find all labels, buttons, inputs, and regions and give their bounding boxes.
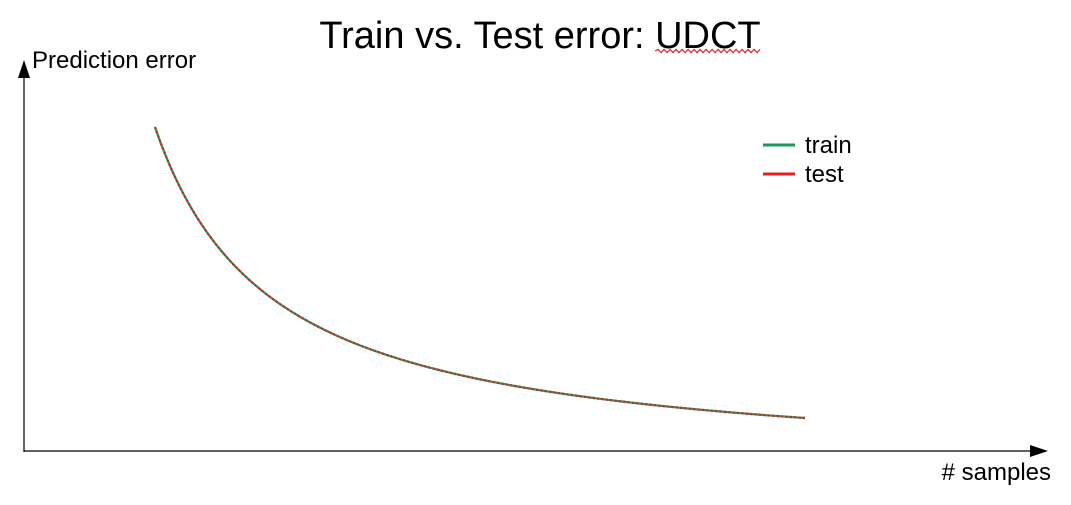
y-axis-label: Prediction error <box>32 47 196 74</box>
x-axis-label: # samples <box>942 459 1051 486</box>
y-axis-arrow-icon <box>18 60 30 78</box>
chart-title-prefix: Train vs. Test error: <box>319 15 655 57</box>
series-line-test <box>153 126 806 420</box>
x-axis: # samples <box>24 445 1051 486</box>
legend-item-test: test <box>763 161 844 188</box>
legend-item-train: train <box>763 132 852 159</box>
legend-label-train: train <box>805 132 852 159</box>
x-axis-arrow-icon <box>1030 445 1048 457</box>
legend-label-test: test <box>805 161 844 188</box>
chart-title: Train vs. Test error: UDCT <box>319 15 760 57</box>
series-line-train <box>153 126 806 420</box>
y-axis: Prediction error <box>18 47 196 452</box>
series-layer <box>153 126 806 420</box>
chart-title-text: Train vs. Test error: UDCT <box>319 15 760 57</box>
spellcheck-underline <box>654 48 761 54</box>
